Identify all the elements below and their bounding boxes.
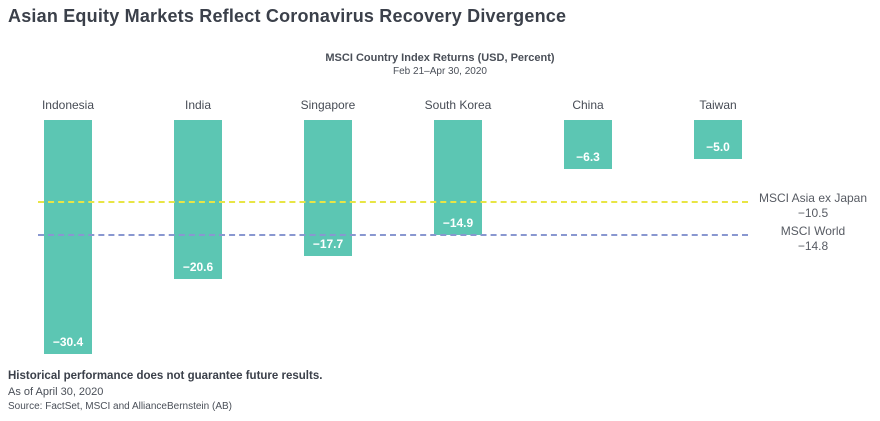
category-label: Indonesia: [41, 98, 95, 112]
bar: −17.7: [304, 120, 352, 257]
bar-value-label: −20.6: [182, 259, 214, 274]
bar-value-label: −6.3: [576, 149, 600, 164]
disclaimer-text: Historical performance does not guarante…: [8, 370, 323, 382]
bar-value-label: −30.4: [52, 335, 84, 350]
bar: −30.4: [44, 120, 92, 355]
bar: −20.6: [174, 120, 222, 279]
reference-line-name: MSCI Asia ex Japan: [758, 190, 868, 205]
as-of-date: As of April 30, 2020: [8, 386, 104, 398]
bar: −14.9: [434, 120, 482, 235]
page-title: Asian Equity Markets Reflect Coronavirus…: [8, 6, 567, 26]
category-label: South Korea: [424, 98, 492, 112]
bar: −5.0: [694, 120, 742, 159]
chart-header: MSCI Country Index Returns (USD, Percent…: [0, 52, 880, 77]
reference-line-label: MSCI World −14.8: [750, 224, 876, 254]
bar-value-label: −17.7: [312, 237, 344, 252]
chart-footer: Historical performance does not guarante…: [8, 370, 322, 412]
category-label: India: [184, 98, 212, 112]
reference-line-label: MSCI Asia ex Japan −10.5: [750, 191, 876, 221]
reference-line: [38, 233, 748, 236]
category-label: China: [572, 98, 604, 112]
reference-line: [38, 200, 748, 203]
reference-line-value: −14.8: [797, 238, 829, 253]
category-label: Singapore: [300, 98, 356, 112]
bar-value-label: −14.9: [442, 215, 474, 230]
bar-value-label: −5.0: [706, 139, 730, 154]
chart-title: MSCI Country Index Returns (USD, Percent…: [325, 52, 555, 64]
chart-date-range: Feb 21–Apr 30, 2020: [393, 66, 487, 77]
bar-chart: Indonesia −30.4 India −20.6 Singapore −17.7 So…: [0, 98, 880, 370]
category-label: Taiwan: [699, 98, 737, 112]
reference-line-value: −10.5: [797, 205, 829, 220]
source-text: Source: FactSet, MSCI and AllianceBernst…: [8, 401, 232, 412]
reference-line-name: MSCI World: [780, 223, 846, 238]
bar: −6.3: [564, 120, 612, 169]
